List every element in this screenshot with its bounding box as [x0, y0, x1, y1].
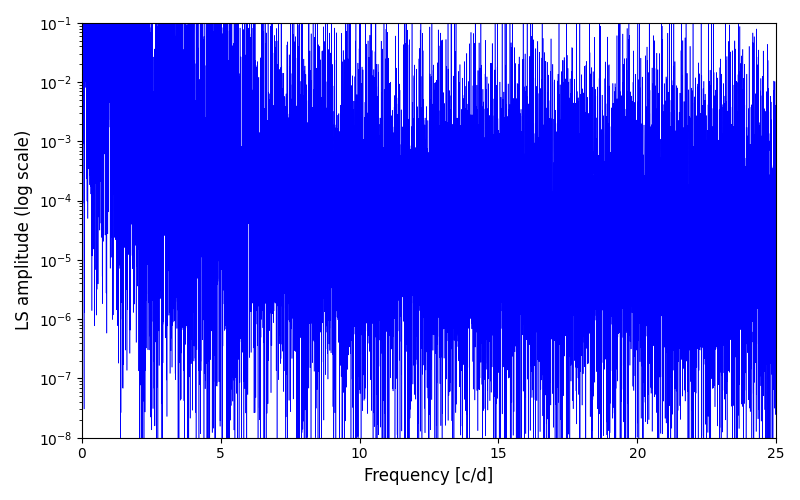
X-axis label: Frequency [c/d]: Frequency [c/d]	[364, 467, 494, 485]
Y-axis label: LS amplitude (log scale): LS amplitude (log scale)	[15, 130, 33, 330]
